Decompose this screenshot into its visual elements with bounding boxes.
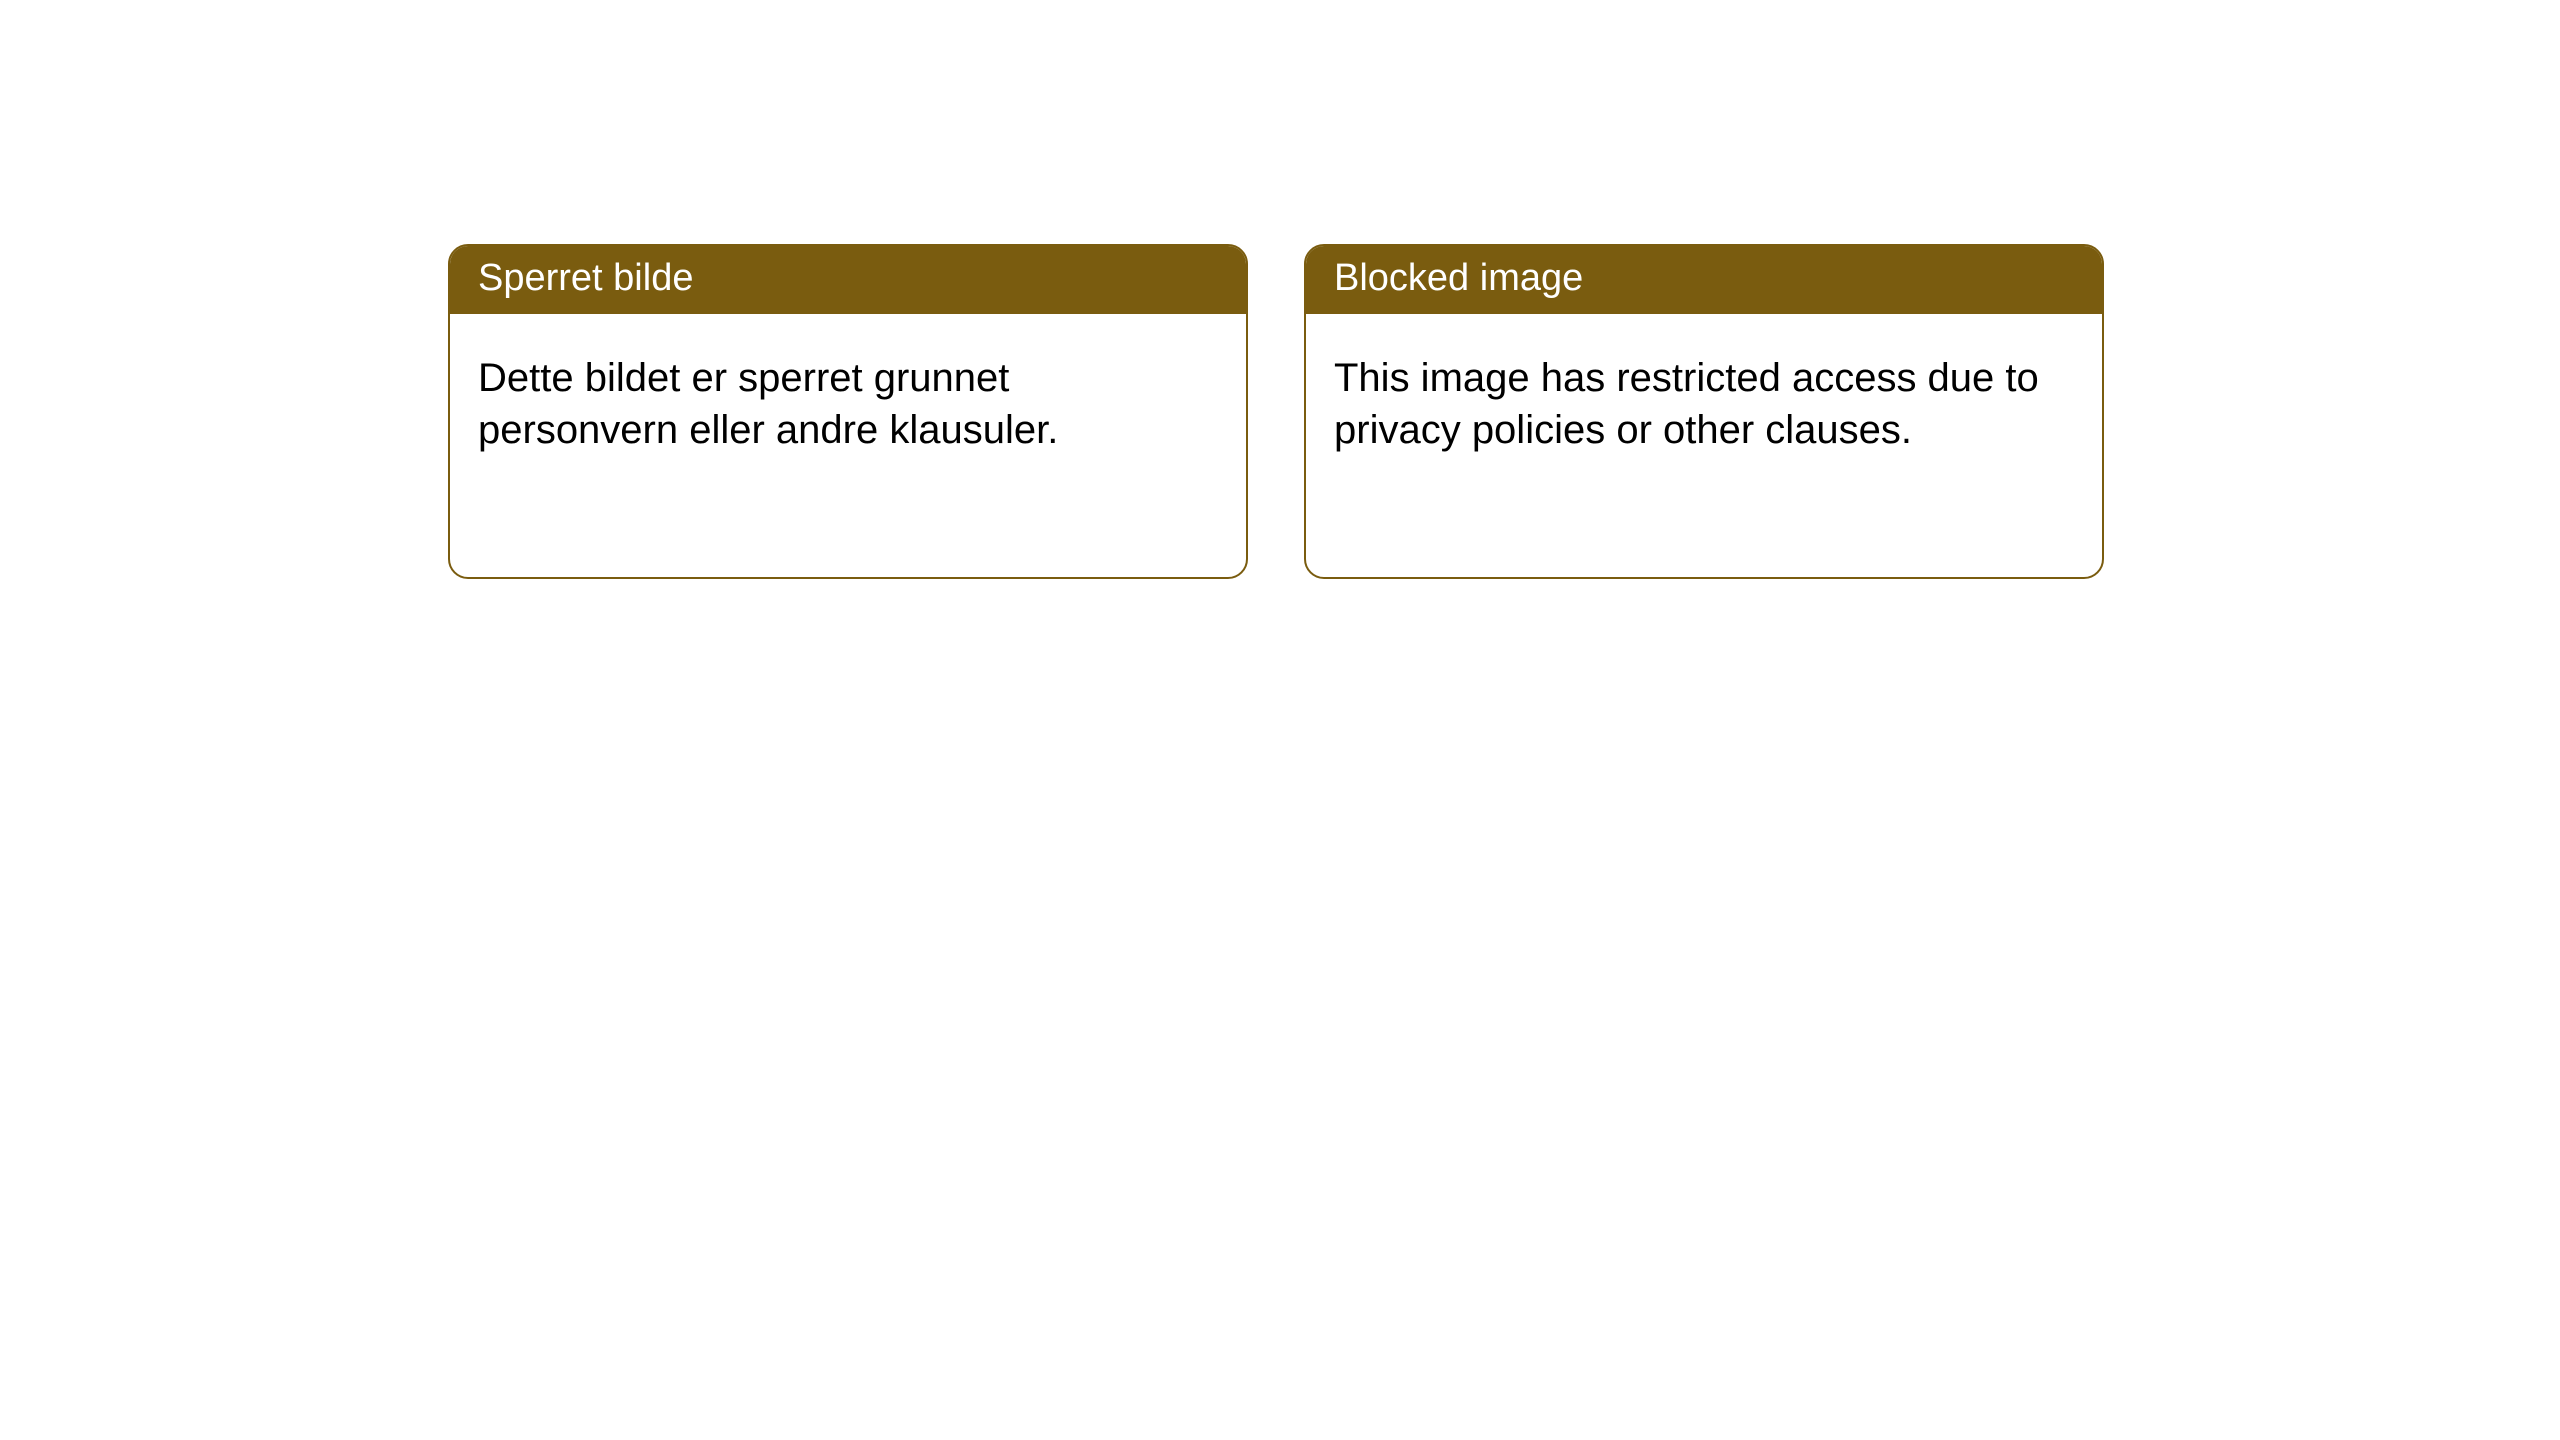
notice-card-norwegian: Sperret bilde Dette bildet er sperret gr…: [448, 244, 1248, 579]
notice-card-english: Blocked image This image has restricted …: [1304, 244, 2104, 579]
card-title: Sperret bilde: [450, 246, 1246, 314]
card-body-text: Dette bildet er sperret grunnet personve…: [450, 314, 1246, 484]
card-body-text: This image has restricted access due to …: [1306, 314, 2102, 484]
notice-cards-container: Sperret bilde Dette bildet er sperret gr…: [0, 0, 2560, 579]
card-title: Blocked image: [1306, 246, 2102, 314]
